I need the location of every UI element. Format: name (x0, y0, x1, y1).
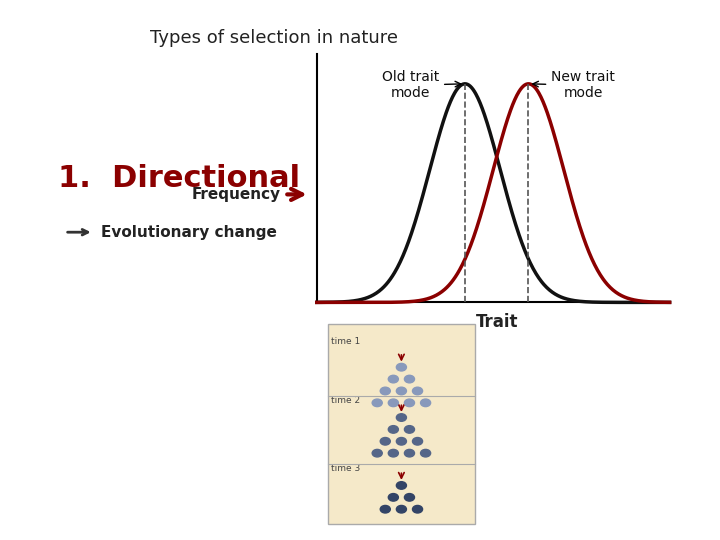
Text: Evolutionary change: Evolutionary change (101, 225, 276, 240)
Circle shape (396, 363, 406, 371)
Circle shape (413, 387, 423, 395)
Text: Types of selection in nature: Types of selection in nature (150, 29, 397, 47)
Circle shape (388, 375, 398, 383)
Text: time 1: time 1 (331, 338, 361, 347)
Circle shape (405, 375, 415, 383)
Circle shape (388, 399, 398, 407)
Circle shape (396, 414, 406, 421)
Circle shape (405, 449, 415, 457)
Text: Old trait
mode: Old trait mode (382, 70, 461, 100)
Text: 1.  Directional: 1. Directional (58, 164, 300, 193)
Circle shape (388, 449, 398, 457)
Circle shape (372, 399, 382, 407)
Circle shape (396, 482, 406, 489)
Text: Frequency: Frequency (192, 187, 281, 202)
Circle shape (372, 449, 382, 457)
Text: time 3: time 3 (331, 464, 361, 473)
Circle shape (405, 426, 415, 433)
Circle shape (420, 449, 431, 457)
Circle shape (405, 399, 415, 407)
Circle shape (396, 437, 406, 445)
Circle shape (380, 437, 390, 445)
Circle shape (413, 505, 423, 513)
Circle shape (396, 387, 406, 395)
Circle shape (396, 505, 406, 513)
Circle shape (380, 505, 390, 513)
Text: time 2: time 2 (331, 396, 360, 405)
Circle shape (380, 387, 390, 395)
Circle shape (388, 426, 398, 433)
Circle shape (405, 494, 415, 501)
Text: Trait: Trait (475, 313, 518, 331)
Bar (328, 324, 475, 524)
Text: New trait
mode: New trait mode (533, 70, 615, 100)
Circle shape (388, 494, 398, 501)
Circle shape (420, 399, 431, 407)
Circle shape (413, 437, 423, 445)
